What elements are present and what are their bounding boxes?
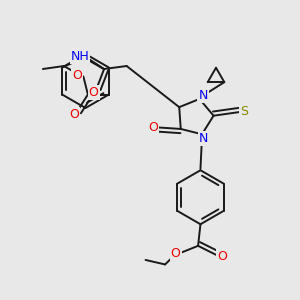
Text: NH: NH <box>71 50 89 64</box>
Text: O: O <box>89 85 99 99</box>
Text: N: N <box>198 89 208 103</box>
Text: O: O <box>69 107 79 121</box>
Text: S: S <box>241 105 248 118</box>
Text: O: O <box>217 250 227 263</box>
Text: O: O <box>148 121 158 134</box>
Text: O: O <box>171 247 181 260</box>
Text: N: N <box>199 132 208 145</box>
Text: O: O <box>72 68 82 82</box>
